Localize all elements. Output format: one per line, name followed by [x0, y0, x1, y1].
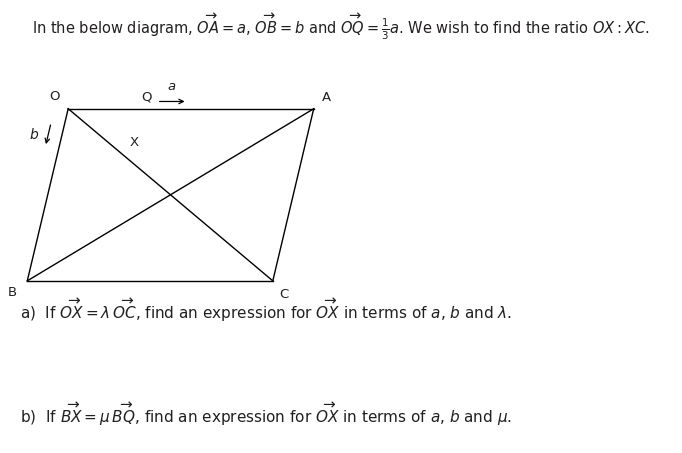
Text: b)  If $\overrightarrow{BX} = \mu\,\overrightarrow{BQ}$, find an expression for : b) If $\overrightarrow{BX} = \mu\,\overr… [20, 401, 513, 428]
Text: B: B [8, 286, 17, 299]
Text: X: X [130, 136, 138, 149]
Text: Q: Q [141, 90, 152, 103]
Text: C: C [280, 288, 289, 301]
Text: A: A [322, 91, 331, 104]
Text: $a$: $a$ [168, 80, 177, 93]
Text: O: O [50, 90, 60, 103]
Text: a)  If $\overrightarrow{OX} = \lambda\,\overrightarrow{OC}$, find an expression : a) If $\overrightarrow{OX} = \lambda\,\o… [20, 297, 513, 324]
Text: $b$: $b$ [29, 127, 39, 142]
Text: In the below diagram, $\overrightarrow{OA} = a$, $\overrightarrow{OB} = b$ and $: In the below diagram, $\overrightarrow{O… [32, 11, 650, 42]
